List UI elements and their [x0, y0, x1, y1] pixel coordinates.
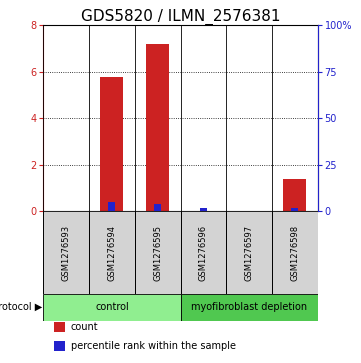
- Text: GSM1276596: GSM1276596: [199, 224, 208, 281]
- Bar: [291, 208, 298, 211]
- Text: control: control: [95, 302, 129, 312]
- Title: GDS5820 / ILMN_2576381: GDS5820 / ILMN_2576381: [81, 9, 280, 25]
- Bar: [272, 211, 318, 294]
- Text: GSM1276594: GSM1276594: [108, 224, 116, 281]
- Text: protocol ▶: protocol ▶: [0, 302, 42, 312]
- Bar: [54, 341, 65, 351]
- Text: GSM1276598: GSM1276598: [290, 224, 299, 281]
- Bar: [100, 77, 123, 211]
- Bar: [283, 179, 306, 211]
- Bar: [109, 202, 116, 211]
- Text: GSM1276597: GSM1276597: [245, 224, 253, 281]
- Bar: [200, 208, 207, 211]
- Bar: [146, 44, 169, 211]
- Bar: [180, 294, 318, 321]
- Bar: [180, 211, 226, 294]
- Text: GSM1276593: GSM1276593: [62, 224, 71, 281]
- Bar: [135, 211, 180, 294]
- Bar: [89, 211, 135, 294]
- Text: GSM1276595: GSM1276595: [153, 224, 162, 281]
- Bar: [154, 204, 161, 211]
- Bar: [54, 322, 65, 332]
- Bar: [226, 211, 272, 294]
- Text: count: count: [71, 322, 99, 332]
- Text: percentile rank within the sample: percentile rank within the sample: [71, 341, 236, 351]
- Bar: [43, 211, 89, 294]
- Bar: [43, 294, 180, 321]
- Text: myofibroblast depletion: myofibroblast depletion: [191, 302, 307, 312]
